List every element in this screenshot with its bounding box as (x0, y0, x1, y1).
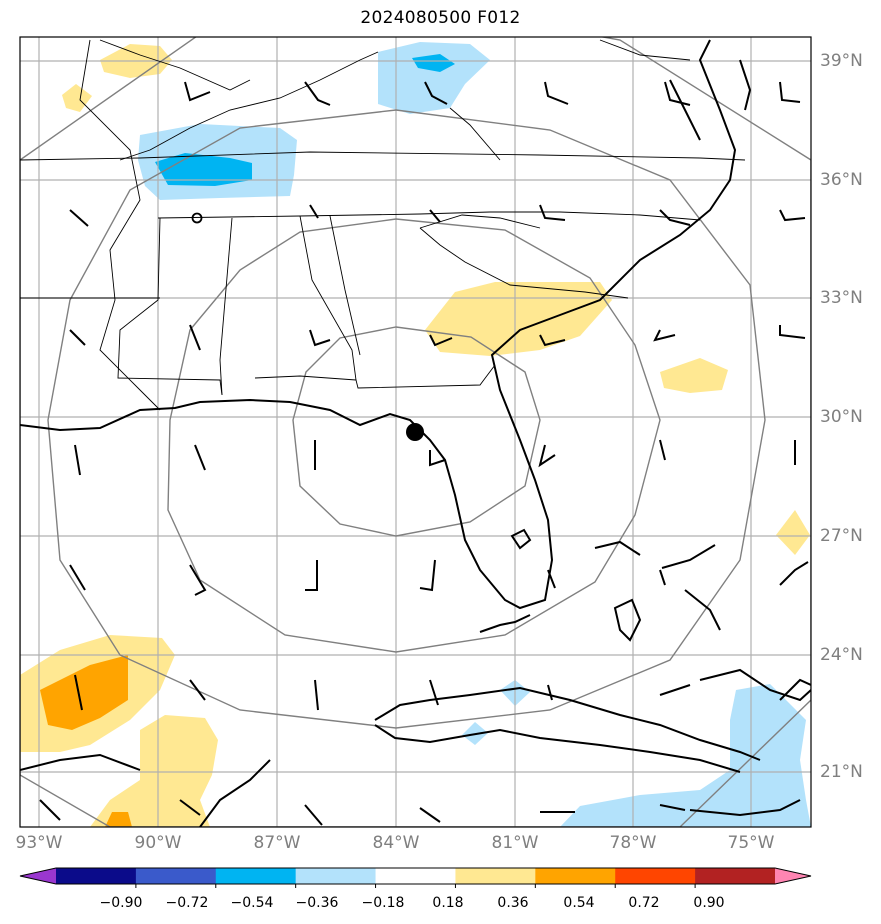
lat-label-27n: 27°N (820, 526, 863, 546)
lat-label-36n: 36°N (820, 170, 863, 190)
lon-label-81w: 81°W (491, 833, 539, 853)
fill-positive-ga (425, 282, 612, 356)
wind-barbs (39, 81, 811, 826)
fill-positive-strong-sw (40, 655, 128, 730)
colorbar-tick-label: −0.18 (361, 895, 405, 911)
fill-positive-east (776, 510, 810, 555)
lon-label-87w: 87°W (253, 833, 301, 853)
colorbar-tick-label: −0.36 (295, 895, 339, 911)
lon-label-90w: 90°W (134, 833, 182, 853)
fill-negative-wv (378, 42, 490, 114)
range-rings (20, 37, 811, 827)
colorbar-tick-label: 0.54 (563, 895, 595, 911)
lat-label-21n: 21°N (820, 762, 863, 782)
colorbar-tick-label: 0.36 (497, 895, 529, 911)
fill-negative-strong-tn (155, 153, 252, 186)
lat-label-24n: 24°N (820, 645, 863, 665)
colorbar-tick-label: −0.72 (165, 895, 209, 911)
fill-positive-south (90, 715, 218, 827)
fill-positive-atlantic (660, 358, 728, 393)
state-borders (20, 39, 746, 396)
lon-label-93w: 93°W (15, 833, 63, 853)
lon-label-78w: 78°W (609, 833, 657, 853)
lat-label-33n: 33°N (820, 288, 863, 308)
coastlines (20, 39, 811, 827)
lon-label-75w: 75°W (727, 833, 775, 853)
anomaly-fills (20, 42, 811, 827)
colorbar-tick-label: 0.72 (628, 895, 660, 911)
colorbar-tick-label: 0.90 (693, 895, 725, 911)
storm-center-marker (406, 423, 424, 441)
secondary-marker (191, 212, 203, 224)
plot-frame (19, 36, 812, 828)
fill-negative-strong-wv (412, 54, 455, 72)
mississippi-river (79, 39, 161, 411)
lat-label-39n: 39°N (820, 51, 863, 71)
map-title: 2024080500 F012 (360, 8, 521, 28)
fill-positive-strong-south (105, 812, 132, 827)
lat-label-30n: 30°N (820, 407, 863, 427)
colorbar-tick-label: 0.18 (432, 895, 464, 911)
colorbar-tick-label: −0.90 (99, 895, 143, 911)
fill-negative-se (560, 684, 811, 827)
colorbar-tick-label: −0.54 (230, 895, 274, 911)
gridlines (20, 37, 811, 827)
lon-label-84w: 84°W (372, 833, 420, 853)
